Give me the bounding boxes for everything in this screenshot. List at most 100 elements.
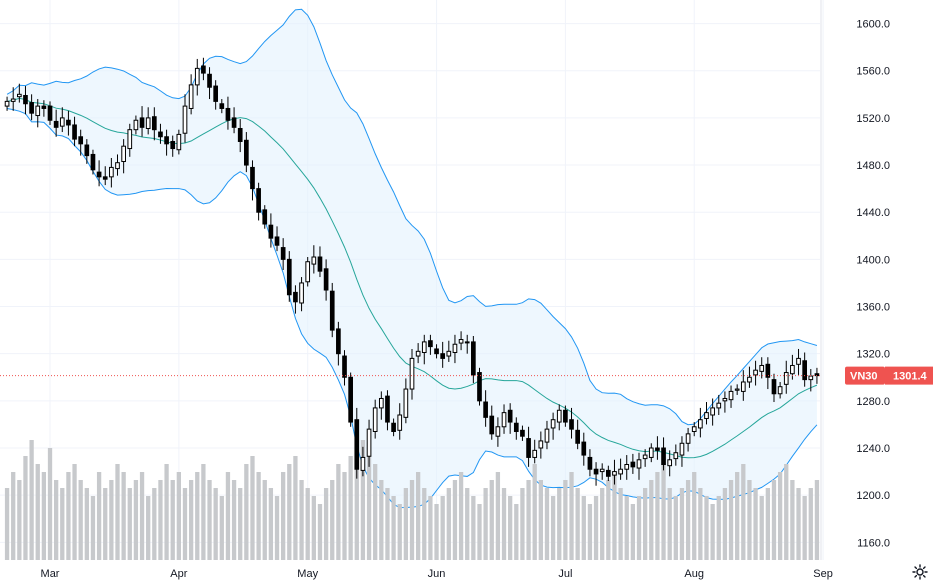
candle-body: [428, 340, 433, 348]
candle-body: [556, 409, 562, 423]
candle-body: [268, 224, 274, 239]
candle-body: [636, 459, 642, 469]
candle-body: [348, 376, 353, 423]
candle-body: [158, 131, 163, 138]
volume-bar: [158, 480, 163, 560]
volume-bar: [808, 488, 813, 560]
volume-bar: [323, 488, 329, 560]
candle-body: [66, 119, 71, 126]
candle-body: [495, 426, 501, 437]
volume-bar: [630, 504, 636, 560]
candle-body: [777, 386, 783, 395]
time-axis[interactable]: Mar Apr May Jun Jul Aug Sep: [41, 568, 833, 580]
candle-body: [342, 355, 347, 378]
candle-body: [250, 166, 255, 190]
volume-bar: [164, 464, 169, 560]
candle-body: [722, 397, 728, 402]
price-badge: [885, 366, 933, 385]
volume-bar: [373, 464, 378, 560]
candle-body: [403, 388, 409, 418]
price-axis[interactable]: 1600.0 1560.0 1520.0 1480.0 1440.0 1400.0 1360…: [856, 19, 890, 550]
candle-body: [526, 438, 531, 458]
candle-body: [513, 422, 519, 432]
volume-bar: [66, 472, 71, 560]
candle-body: [151, 116, 157, 131]
candle-body: [783, 372, 789, 385]
volume-bar: [685, 480, 691, 560]
volume-bar: [213, 488, 218, 560]
chart-settings-button[interactable]: [909, 561, 931, 583]
candle-body: [176, 133, 182, 151]
volume-bar: [692, 472, 697, 560]
volume-bar: [17, 480, 22, 560]
candle-body: [728, 390, 734, 401]
candle-body: [188, 84, 194, 109]
x-tick-label: Sep: [813, 568, 833, 580]
volume-bar: [195, 472, 200, 560]
volume-bar: [655, 472, 660, 560]
volume-bar: [379, 480, 384, 560]
volume-bar: [440, 496, 445, 560]
volume-bar: [409, 480, 415, 560]
candle-body: [520, 429, 525, 437]
candle-body: [385, 395, 390, 423]
candle-body: [734, 388, 740, 391]
symbol-badge: [845, 366, 885, 385]
candle-body: [710, 407, 715, 416]
volume-bar: [225, 472, 231, 560]
volume-bar: [96, 472, 102, 560]
y-tick-label: 1160.0: [857, 537, 890, 549]
volume-bar: [520, 488, 525, 560]
candle-body: [759, 364, 765, 372]
candle-body: [121, 145, 126, 163]
volume-bar: [330, 480, 335, 560]
volume-bar: [600, 488, 605, 560]
volume-bar: [54, 480, 59, 560]
volume-bar: [274, 496, 280, 560]
candle-body: [109, 166, 114, 178]
candle-body: [440, 353, 446, 359]
candle-body: [115, 162, 120, 170]
volume-bar: [532, 464, 537, 560]
candle-body: [563, 409, 568, 423]
volume-bar: [606, 480, 611, 560]
last-price-label: 1301.4: [893, 371, 928, 383]
volume-bar: [550, 496, 556, 560]
volume-bar: [452, 480, 458, 560]
gear-icon: [912, 564, 928, 580]
candle-body: [446, 350, 452, 357]
volume-bar: [710, 504, 715, 560]
volume-bar: [207, 480, 212, 560]
volume-bar: [649, 480, 654, 560]
volume-bar: [716, 496, 721, 560]
volume-bar: [78, 480, 83, 560]
volume-bar: [11, 472, 16, 560]
y-tick-label: 1440.0: [856, 207, 890, 219]
volume-bar: [575, 488, 580, 560]
y-tick-label: 1320.0: [856, 349, 890, 361]
volume-bar: [84, 488, 89, 560]
candle-body: [360, 456, 366, 471]
x-tick-label: May: [297, 568, 318, 580]
volume-bar: [262, 480, 267, 560]
candle-body: [72, 124, 77, 140]
volume-bar: [538, 480, 543, 560]
volume-bar: [231, 480, 237, 560]
candle-body: [354, 419, 360, 470]
candle-body: [23, 94, 28, 105]
volume-bar: [458, 472, 464, 560]
x-tick-label: Aug: [684, 568, 704, 580]
volume-bar: [514, 504, 519, 560]
y-tick-label: 1280.0: [856, 396, 890, 408]
volume-bar: [661, 464, 666, 560]
candle-body: [618, 468, 623, 475]
volume-bar: [121, 472, 126, 560]
volume-bar: [563, 480, 568, 560]
volume-bar: [587, 504, 593, 560]
x-tick-label: Mar: [41, 568, 60, 580]
volume-bar: [342, 472, 347, 560]
candle-body: [47, 105, 53, 121]
volume-bar: [146, 496, 151, 560]
candle-body: [624, 464, 630, 470]
